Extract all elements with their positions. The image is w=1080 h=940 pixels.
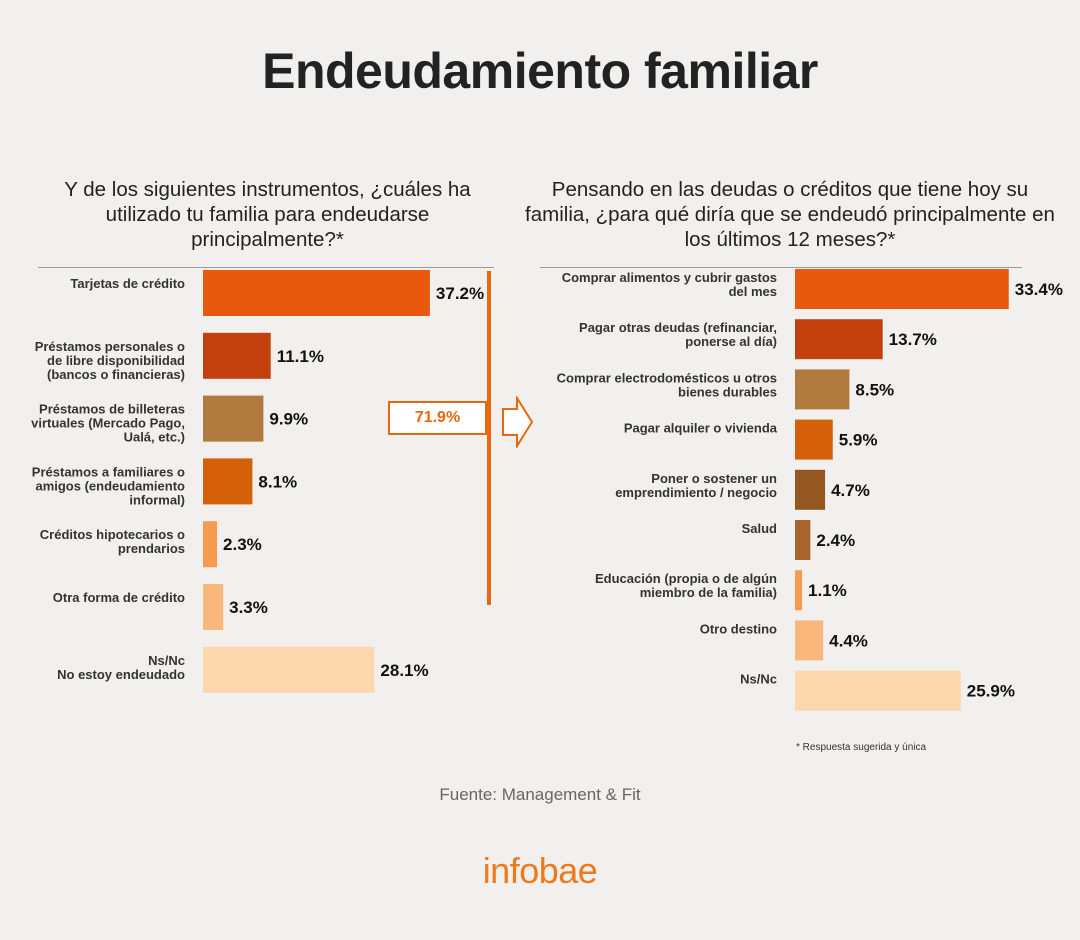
category-label-line: Ualá, etc.): [124, 430, 185, 445]
source-note: Fuente: Management & Fit: [439, 785, 641, 804]
category-label-line: Créditos hipotecarios o: [40, 527, 185, 542]
bar: [203, 270, 430, 316]
category-label-line: de libre disponibilidad: [47, 353, 185, 368]
left-divider: [38, 267, 494, 268]
left-question: Y de los siguientes instrumentos, ¿cuále…: [64, 178, 471, 251]
value-label: 1.1%: [808, 581, 847, 600]
right-question: Pensando en las deudas o créditos que ti…: [525, 178, 1055, 251]
value-label: 33.4%: [1015, 280, 1063, 299]
bar: [795, 369, 850, 410]
value-label: 2.3%: [223, 535, 262, 554]
arrow-right-icon: [502, 396, 534, 448]
bar: [795, 670, 961, 711]
category-label-line: (bancos o financieras): [47, 367, 185, 382]
category-label-line: Poner o sostener un: [651, 471, 777, 486]
category-label-line: emprendimiento / negocio: [615, 485, 777, 500]
bar: [203, 458, 253, 505]
category-label-line: Ns/Nc: [148, 653, 185, 668]
value-label: 4.7%: [831, 481, 870, 500]
category-label-line: No estoy endeudado: [57, 667, 185, 682]
bar: [795, 269, 1009, 309]
right-divider: [540, 267, 1022, 268]
value-label: 8.5%: [855, 380, 894, 399]
bar: [203, 521, 218, 568]
bar: [203, 584, 224, 630]
category-label: Ns/Nc: [740, 672, 777, 687]
category-label-line: miembro de la familia): [640, 585, 777, 600]
category-label-line: Pagar alquiler o vivienda: [624, 421, 778, 436]
category-label-line: Otra forma de crédito: [53, 590, 185, 605]
infobae-logo: infobae: [482, 850, 598, 891]
category-label: Educación (propia o de algún miembro de l…: [595, 571, 777, 600]
value-label: 3.3%: [229, 598, 268, 617]
value-label: 13.7%: [889, 330, 937, 349]
category-label: Otra forma de crédito: [53, 590, 185, 605]
bar: [203, 646, 375, 693]
bar: [795, 520, 811, 560]
category-label-line: Comprar electrodomésticos u otros: [557, 370, 777, 385]
category-label-line: Préstamos de billeteras: [39, 402, 185, 417]
category-label-line: Ns/Nc: [740, 672, 777, 687]
value-label: 8.1%: [258, 472, 297, 491]
category-label-line: virtuales (Mercado Pago,: [31, 416, 185, 431]
category-label-line: bienes durables: [678, 384, 777, 399]
bar: [203, 332, 271, 379]
category-label-line: Otro destino: [700, 621, 777, 636]
bar: [795, 419, 833, 460]
bar: [203, 395, 264, 442]
category-label: Préstamos de billeteras virtuales (Mercad…: [31, 402, 185, 445]
category-label: Ns/Nc No estoy endeudado: [57, 653, 185, 682]
value-label: 37.2%: [436, 284, 484, 303]
category-label: Créditos hipotecarios o prendarios: [40, 527, 185, 556]
value-label: 11.1%: [277, 347, 324, 366]
category-label-line: amigos (endeudamiento: [35, 478, 185, 493]
page-title: Endeudamiento familiar: [262, 43, 818, 99]
category-label-line: Préstamos personales o: [35, 339, 185, 354]
value-label: 2.4%: [816, 531, 855, 550]
category-label: Comprar alimentos y cubrir gastos del mes: [562, 270, 777, 299]
category-label-line: Comprar alimentos y cubrir gastos: [562, 270, 777, 285]
category-label: Pagar otras deudas (refinanciar, ponerse …: [579, 320, 777, 349]
footnote: * Respuesta sugerida y única: [796, 742, 927, 753]
category-label: Comprar electrodomésticos u otros bienes …: [557, 370, 777, 399]
category-label-line: Tarjetas de crédito: [70, 276, 185, 291]
category-label: Poner o sostener un emprendimiento / nego…: [615, 471, 777, 500]
bar: [795, 570, 803, 611]
category-label: Pagar alquiler o vivienda: [624, 421, 778, 436]
category-label: Tarjetas de crédito: [70, 276, 185, 291]
bar: [795, 620, 824, 661]
category-label: Otro destino: [700, 621, 777, 636]
category-label-line: Educación (propia o de algún: [595, 571, 777, 586]
bracket-line: [487, 271, 491, 605]
total-callout: 71.9%: [388, 401, 487, 435]
category-label-line: del mes: [729, 284, 777, 299]
category-label-line: Préstamos a familiares o: [32, 464, 185, 479]
value-label: 5.9%: [839, 431, 878, 450]
category-label-line: prendarios: [118, 541, 185, 556]
bar: [795, 319, 883, 360]
value-label: 25.9%: [967, 682, 1015, 701]
value-label: 9.9%: [269, 410, 308, 429]
category-label: Préstamos personales o de libre disponibi…: [35, 339, 185, 382]
value-label: 28.1%: [380, 661, 428, 680]
category-label: Préstamos a familiares o amigos (endeudam…: [32, 464, 185, 507]
category-label-line: ponerse al día): [685, 334, 777, 349]
bar: [795, 469, 826, 510]
category-label-line: Pagar otras deudas (refinanciar,: [579, 320, 777, 335]
category-label-line: Salud: [742, 521, 777, 536]
category-label-line: informal): [129, 492, 185, 507]
category-label: Salud: [742, 521, 777, 536]
value-label: 4.4%: [829, 631, 868, 650]
